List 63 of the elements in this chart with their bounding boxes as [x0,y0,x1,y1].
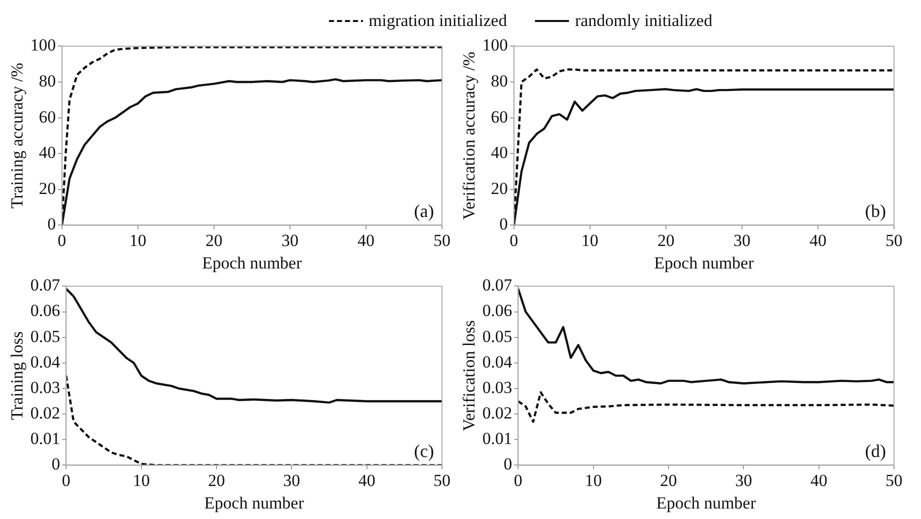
x-tick-label: 50 [434,470,450,490]
y-tick-label: 0 [504,454,512,474]
y-tick-label: 100 [30,36,56,55]
annotation: (a) [414,200,434,221]
x-tick-label: 40 [810,470,828,490]
x-tick-label: 20 [660,470,677,490]
x-tick-label: 30 [283,470,300,490]
x-tick-label: 10 [132,470,150,490]
annotation: (d) [865,440,886,461]
y-tick-label: 80 [38,71,56,90]
x-tick-label: 30 [281,230,298,250]
y-tick-label: 0.01 [482,429,512,448]
y-axis-title: Training accuracy /% [8,62,27,209]
x-tick-label: 40 [357,230,374,250]
y-axis-title: Verification loss [460,320,479,432]
annotation: (c) [414,440,434,461]
x-tick-label: 40 [809,230,826,250]
x-tick-label: 40 [358,470,376,490]
y-tick-label: 20 [38,178,56,198]
y-tick-label: 60 [490,107,508,126]
y-tick-label: 0.05 [30,326,60,346]
line-series [518,391,894,423]
y-tick-label: 0.01 [30,429,60,448]
y-tick-label: 0.03 [482,378,512,397]
y-tick-label: 0 [52,454,60,474]
y-tick-label: 0.06 [482,301,512,320]
y-tick-label: 0.04 [30,352,61,372]
y-tick-label: 0.05 [482,326,512,346]
y-tick-label: 0.03 [30,378,60,397]
legend-label: migration initialized [368,11,507,31]
y-tick-label: 80 [490,71,508,90]
x-axis-title: Epoch number [202,253,302,272]
x-tick-label: 10 [129,230,146,250]
y-tick-label: 0.07 [30,276,61,295]
annotation: (b) [865,200,886,221]
x-axis-title: Epoch number [656,493,756,512]
y-axis-title: Training loss [8,331,27,420]
legend-label: randomly initialized [574,11,712,31]
y-tick-label: 0 [499,214,508,234]
y-tick-label: 0.02 [30,404,60,423]
x-tick-label: 20 [205,230,222,250]
y-tick-label: 20 [490,178,508,198]
x-axis-title: Epoch number [204,493,304,512]
x-axis-title: Epoch number [654,253,754,272]
x-tick-label: 30 [735,470,752,490]
x-tick-label: 10 [584,470,602,490]
x-tick-label: 50 [434,230,450,250]
y-tick-label: 100 [482,36,508,55]
y-tick-label: 0.04 [482,352,513,372]
x-tick-label: 10 [581,230,598,250]
x-tick-label: 30 [733,230,750,250]
x-tick-label: 50 [886,230,902,250]
y-tick-label: 0 [47,214,56,234]
x-tick-label: 20 [208,470,225,490]
x-tick-label: 50 [886,470,902,490]
y-tick-label: 40 [38,143,56,162]
y-tick-label: 0.07 [482,276,513,295]
x-tick-label: 20 [657,230,674,250]
y-axis-title: Verification accuracy /% [460,52,479,220]
y-tick-label: 60 [38,107,56,126]
y-tick-label: 40 [490,143,508,162]
y-tick-label: 0.06 [30,301,60,320]
y-tick-label: 0.02 [482,404,512,423]
